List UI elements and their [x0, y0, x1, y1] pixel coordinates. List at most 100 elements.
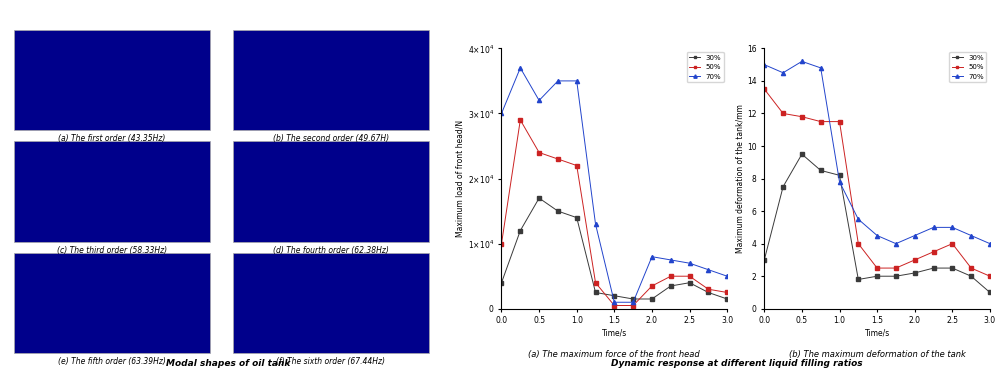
Text: (a) The maximum force of the front head: (a) The maximum force of the front head: [527, 350, 699, 359]
Text: (a) The first order (43.35Hz): (a) The first order (43.35Hz): [58, 134, 165, 143]
70%: [495, 111, 507, 116]
70%: [852, 217, 864, 221]
50%: [777, 111, 789, 116]
FancyBboxPatch shape: [232, 30, 429, 130]
70%: [908, 233, 920, 238]
50%: [589, 280, 601, 285]
70%: [758, 62, 770, 67]
Line: 30%: 30%: [499, 196, 728, 301]
Line: 50%: 50%: [499, 118, 728, 307]
70%: [589, 222, 601, 226]
70%: [683, 261, 695, 266]
30%: [796, 152, 808, 156]
X-axis label: Time/s: Time/s: [864, 328, 889, 337]
30%: [889, 274, 901, 278]
Text: (e) The fifth order (63.39Hz): (e) The fifth order (63.39Hz): [58, 357, 165, 366]
50%: [908, 258, 920, 262]
70%: [607, 300, 619, 304]
FancyBboxPatch shape: [14, 30, 209, 130]
30%: [833, 173, 845, 177]
Text: (b) The maximum deformation of the tank: (b) The maximum deformation of the tank: [789, 350, 965, 359]
Line: 70%: 70%: [762, 59, 991, 246]
50%: [514, 118, 526, 122]
50%: [551, 157, 563, 161]
Text: (b) The second order (49.67H): (b) The second order (49.67H): [273, 134, 389, 143]
30%: [758, 258, 770, 262]
70%: [870, 233, 883, 238]
30%: [964, 274, 976, 278]
70%: [777, 71, 789, 75]
70%: [701, 267, 713, 272]
Text: Dynamic response at different liquid filling ratios: Dynamic response at different liquid fil…: [611, 359, 862, 368]
30%: [607, 294, 619, 298]
50%: [645, 284, 657, 288]
30%: [701, 290, 713, 295]
30%: [720, 297, 732, 301]
30%: [683, 280, 695, 285]
70%: [964, 233, 976, 238]
30%: [533, 196, 545, 200]
30%: [589, 290, 601, 295]
30%: [908, 271, 920, 275]
50%: [983, 274, 995, 278]
30%: [870, 274, 883, 278]
50%: [946, 241, 958, 246]
Legend: 30%, 50%, 70%: 30%, 50%, 70%: [948, 52, 986, 82]
30%: [570, 215, 582, 220]
FancyBboxPatch shape: [14, 141, 209, 242]
50%: [796, 115, 808, 119]
70%: [626, 300, 638, 304]
50%: [964, 266, 976, 270]
70%: [796, 59, 808, 64]
50%: [814, 119, 826, 124]
50%: [870, 266, 883, 270]
70%: [983, 241, 995, 246]
30%: [495, 280, 507, 285]
70%: [720, 274, 732, 278]
FancyBboxPatch shape: [232, 253, 429, 353]
30%: [927, 266, 939, 270]
70%: [814, 65, 826, 70]
Line: 50%: 50%: [762, 87, 991, 278]
70%: [514, 65, 526, 70]
30%: [664, 284, 676, 288]
50%: [626, 303, 638, 308]
70%: [645, 254, 657, 259]
50%: [720, 290, 732, 295]
Text: (c) The third order (58.33Hz): (c) The third order (58.33Hz): [57, 246, 166, 254]
30%: [983, 290, 995, 295]
Legend: 30%, 50%, 70%: 30%, 50%, 70%: [685, 52, 723, 82]
70%: [664, 258, 676, 262]
50%: [758, 87, 770, 91]
70%: [570, 79, 582, 83]
50%: [533, 150, 545, 155]
FancyBboxPatch shape: [232, 141, 429, 242]
Text: Modal shapes of oil tank: Modal shapes of oil tank: [165, 359, 291, 368]
50%: [664, 274, 676, 278]
30%: [777, 185, 789, 189]
50%: [852, 241, 864, 246]
Text: (f) The sixth order (67.44Hz): (f) The sixth order (67.44Hz): [277, 357, 385, 366]
70%: [889, 241, 901, 246]
50%: [889, 266, 901, 270]
50%: [833, 119, 845, 124]
70%: [551, 79, 563, 83]
50%: [607, 303, 619, 308]
50%: [683, 274, 695, 278]
Y-axis label: Maximum load of front head/N: Maximum load of front head/N: [456, 120, 465, 237]
70%: [946, 225, 958, 230]
30%: [852, 277, 864, 282]
50%: [495, 241, 507, 246]
50%: [701, 287, 713, 292]
50%: [927, 250, 939, 254]
30%: [626, 297, 638, 301]
30%: [551, 209, 563, 213]
50%: [570, 163, 582, 168]
Line: 70%: 70%: [499, 66, 728, 304]
30%: [514, 228, 526, 233]
70%: [833, 180, 845, 184]
FancyBboxPatch shape: [14, 253, 209, 353]
30%: [814, 168, 826, 173]
Text: (d) The fourth order (62.38Hz): (d) The fourth order (62.38Hz): [273, 246, 389, 254]
Line: 30%: 30%: [762, 153, 991, 294]
